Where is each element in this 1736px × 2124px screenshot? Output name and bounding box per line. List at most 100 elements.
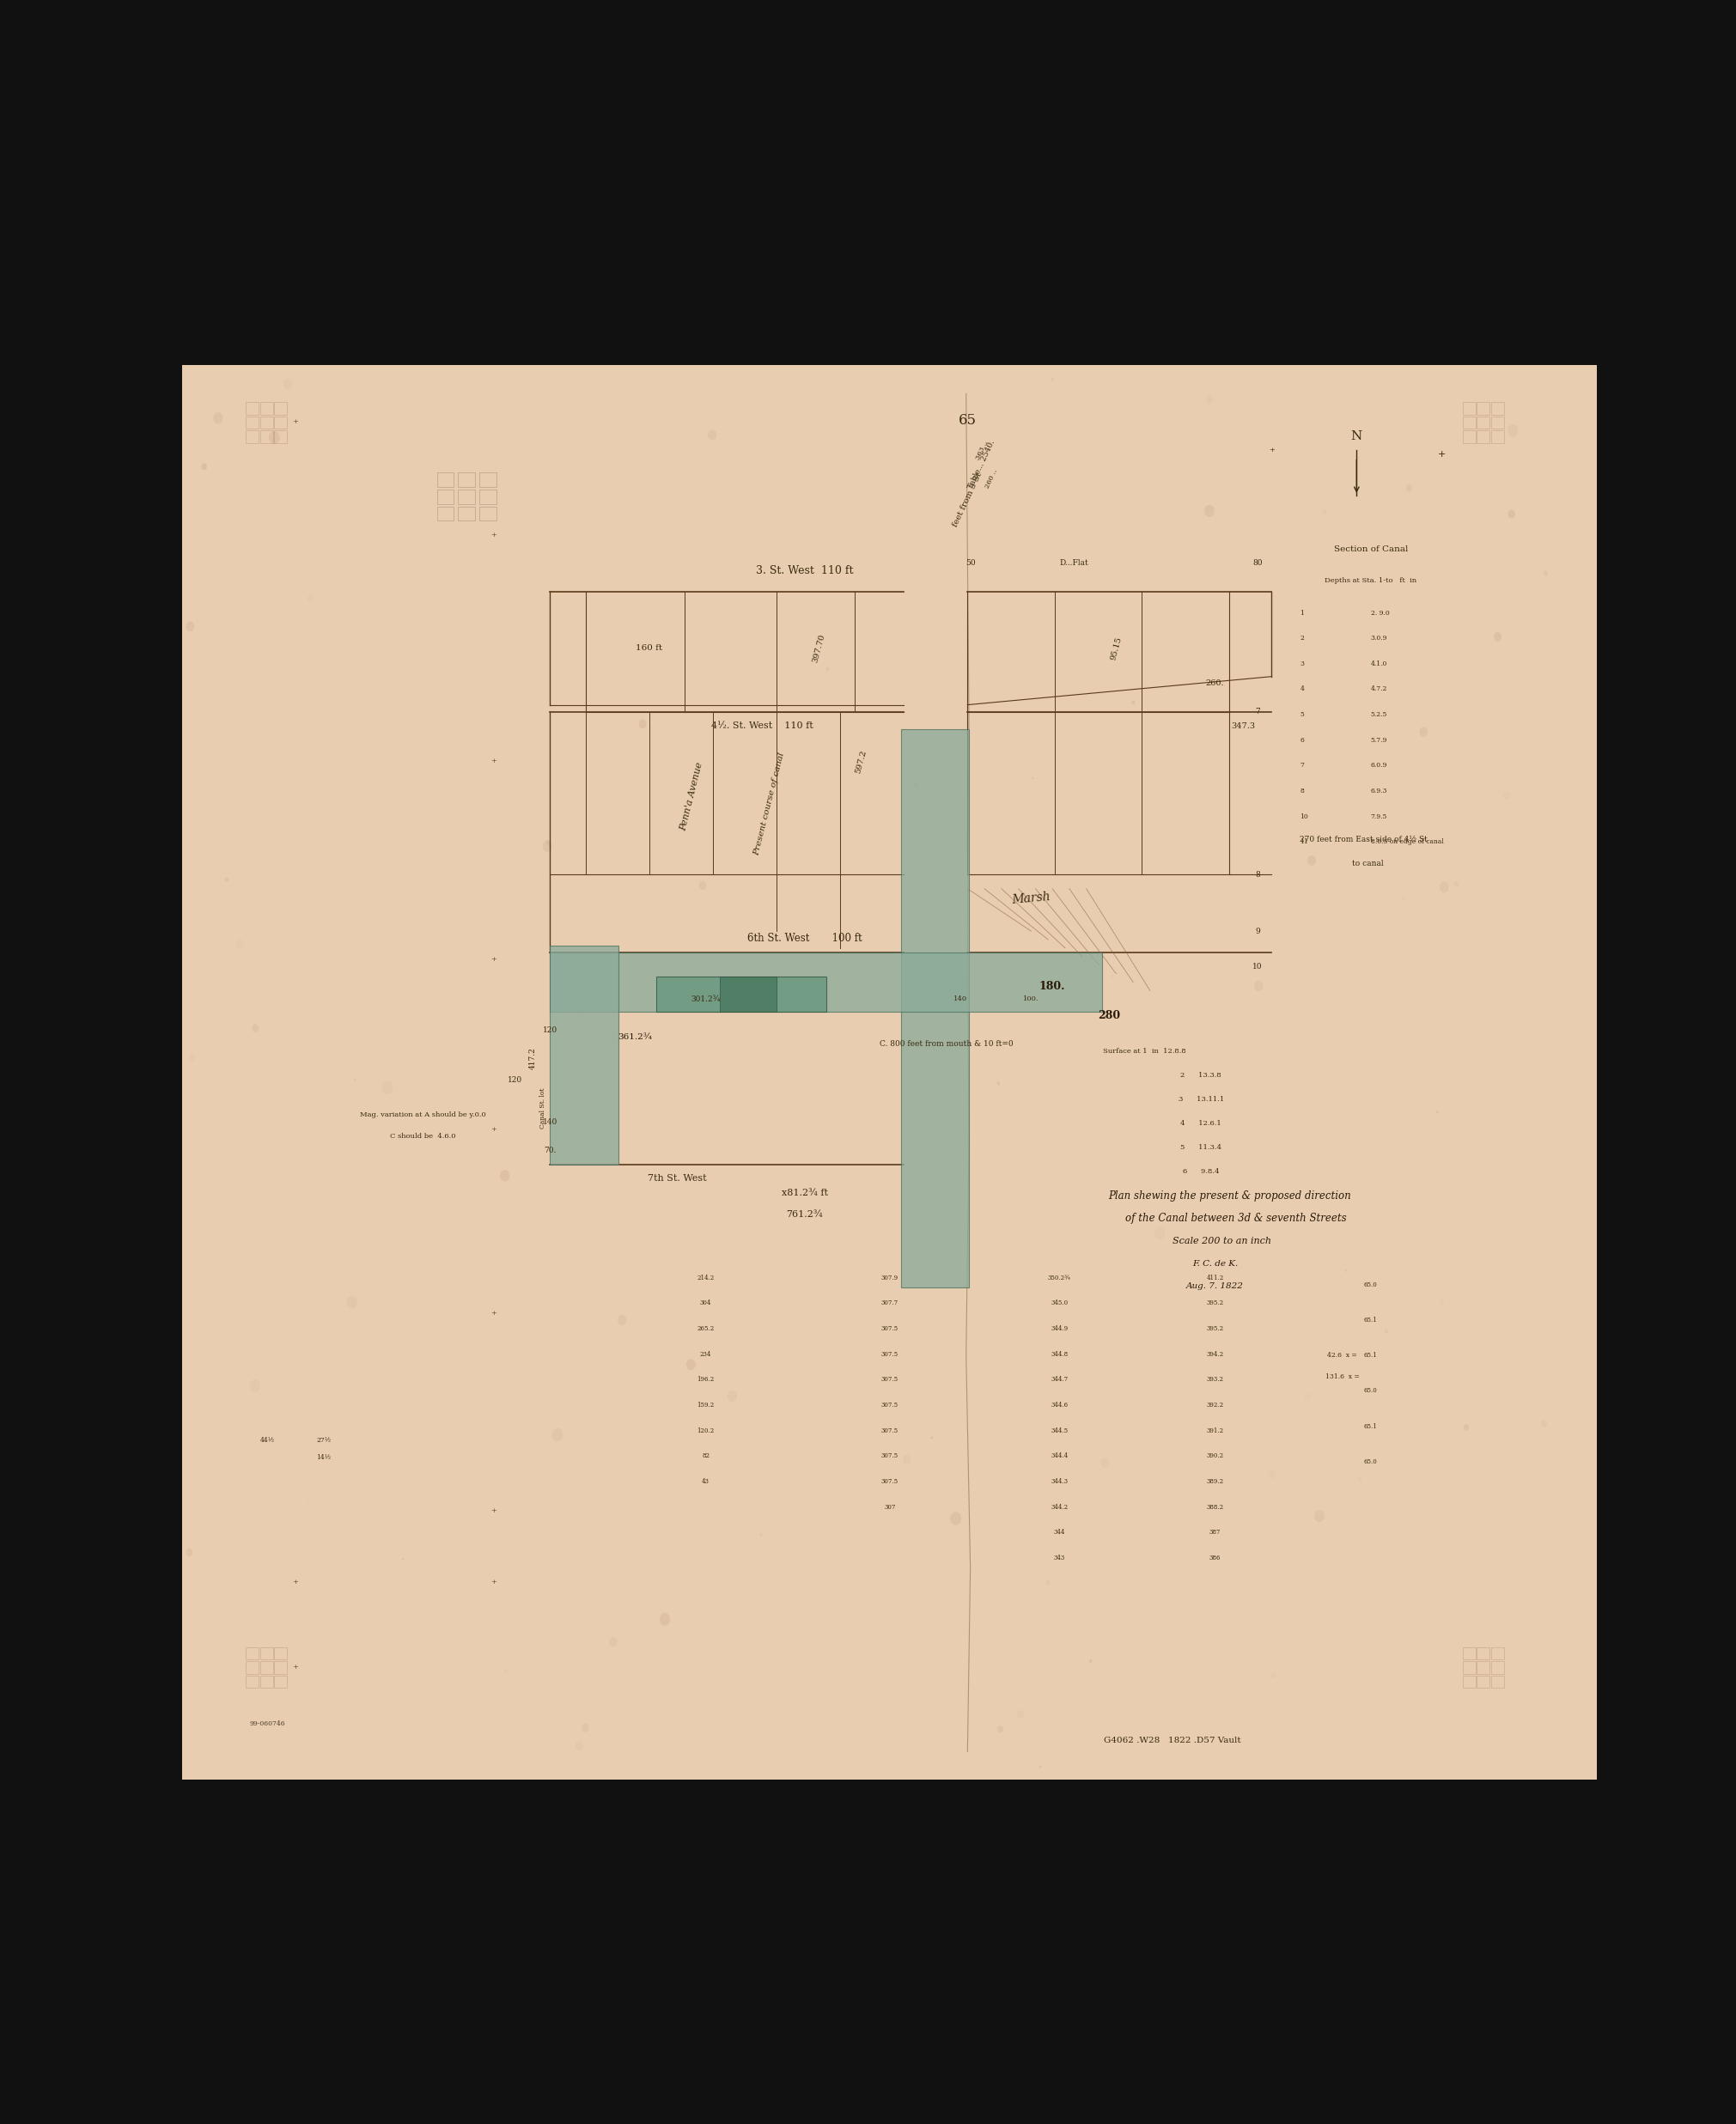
Text: 27½: 27½ (316, 1438, 332, 1444)
Text: Table... 2540.: Table... 2540. (967, 438, 996, 491)
Bar (1477, 1676, 1489, 1689)
Ellipse shape (224, 877, 229, 881)
Bar (274, 1661, 286, 1674)
Text: x81.2¾ ft: x81.2¾ ft (781, 1189, 828, 1198)
Text: 307.5: 307.5 (882, 1376, 898, 1383)
Text: 7.9.5: 7.9.5 (1371, 813, 1387, 820)
Text: 260.: 260. (1207, 680, 1224, 688)
Ellipse shape (214, 412, 222, 425)
Text: Scale 200 to an inch: Scale 200 to an inch (1174, 1236, 1271, 1245)
Text: 2: 2 (1300, 635, 1304, 641)
Text: 386: 386 (1210, 1555, 1220, 1561)
Ellipse shape (1207, 395, 1213, 404)
Text: 307.5: 307.5 (882, 1427, 898, 1434)
Bar (1491, 431, 1503, 444)
Text: 7: 7 (1300, 763, 1304, 769)
Text: 4.7.2: 4.7.2 (1371, 686, 1387, 692)
Bar (1477, 1646, 1489, 1659)
Text: 344.3: 344.3 (1050, 1478, 1068, 1485)
Text: 65.1: 65.1 (1364, 1317, 1377, 1323)
Text: +: + (491, 956, 496, 962)
Ellipse shape (1045, 1580, 1050, 1585)
Text: +: + (491, 531, 496, 539)
Text: 265.2: 265.2 (698, 1325, 715, 1332)
Bar (1477, 1661, 1489, 1674)
Bar (901, 729, 969, 1287)
Text: 100.: 100. (1023, 996, 1040, 1003)
Text: 307.5: 307.5 (882, 1453, 898, 1459)
Text: 8.0.5 on edge of canal: 8.0.5 on edge of canal (1371, 839, 1444, 845)
Text: 280: 280 (1097, 1011, 1120, 1022)
Text: 270 feet from East side of 4½ St: 270 feet from East side of 4½ St (1300, 835, 1427, 843)
Text: D...Flat: D...Flat (1059, 559, 1088, 567)
Bar (1491, 401, 1503, 414)
Text: 214.2: 214.2 (698, 1274, 715, 1281)
Text: 95.15: 95.15 (1109, 635, 1123, 661)
Text: 6      9.8.4: 6 9.8.4 (1182, 1168, 1219, 1175)
Text: 9: 9 (1255, 928, 1260, 935)
Bar (274, 1646, 286, 1659)
Bar (1477, 401, 1489, 414)
Text: +: + (491, 1508, 496, 1514)
Ellipse shape (930, 1436, 932, 1440)
Text: 344.8: 344.8 (1050, 1351, 1068, 1357)
Text: 3. St. West  110 ft: 3. St. West 110 ft (757, 565, 854, 576)
Text: 7th St. West: 7th St. West (648, 1175, 707, 1183)
Text: 301.2¾: 301.2¾ (691, 996, 720, 1003)
Text: 131.6  x =: 131.6 x = (1325, 1374, 1359, 1381)
Text: 307.5: 307.5 (882, 1478, 898, 1485)
Text: Surface at 1  in  12.8.8: Surface at 1 in 12.8.8 (1102, 1047, 1186, 1056)
Text: +: + (491, 758, 496, 765)
Text: 307: 307 (884, 1504, 896, 1510)
Bar (274, 431, 286, 444)
Text: 307.5: 307.5 (882, 1402, 898, 1408)
Bar (479, 508, 496, 520)
Ellipse shape (186, 1548, 193, 1557)
Text: F. C. de K.: F. C. de K. (1193, 1260, 1238, 1268)
Ellipse shape (1307, 856, 1316, 864)
Text: 388.2: 388.2 (1207, 1504, 1224, 1510)
Text: 120.2: 120.2 (698, 1427, 715, 1434)
Bar (1463, 401, 1476, 414)
Text: 304: 304 (700, 1300, 712, 1306)
Ellipse shape (1542, 1421, 1547, 1427)
Text: 65.1: 65.1 (1364, 1353, 1377, 1359)
Text: Marsh: Marsh (1012, 890, 1050, 907)
Ellipse shape (347, 1296, 358, 1308)
Ellipse shape (609, 1638, 618, 1646)
Ellipse shape (1111, 975, 1115, 977)
Text: 395.2: 395.2 (1207, 1325, 1224, 1332)
Text: +: + (491, 1311, 496, 1317)
Ellipse shape (547, 839, 550, 845)
Text: 65.0: 65.0 (1364, 1387, 1377, 1393)
Bar (274, 401, 286, 414)
Text: 50: 50 (965, 559, 976, 567)
Text: 70.: 70. (543, 1147, 556, 1153)
Text: feet from 3 St: feet from 3 St (951, 472, 984, 529)
Text: 140: 140 (543, 1117, 557, 1126)
Text: 10: 10 (1253, 962, 1262, 971)
Text: 65: 65 (958, 414, 977, 427)
Text: 391.2: 391.2 (1207, 1427, 1224, 1434)
Ellipse shape (1420, 726, 1427, 737)
Text: 65.1: 65.1 (1364, 1423, 1377, 1429)
Ellipse shape (618, 1315, 627, 1325)
Bar (260, 431, 273, 444)
Text: 597.2: 597.2 (854, 750, 868, 773)
Text: 411.2: 411.2 (1207, 1274, 1224, 1281)
Text: 43: 43 (701, 1478, 710, 1485)
Text: 350.2¾: 350.2¾ (1049, 1274, 1071, 1281)
Text: +: + (292, 418, 299, 425)
Text: 307.5: 307.5 (882, 1351, 898, 1357)
Bar (437, 508, 453, 520)
Bar (479, 491, 496, 503)
Bar (247, 1646, 259, 1659)
Ellipse shape (578, 1011, 582, 1013)
Text: C. 800 feet from mouth & 10 ft=0: C. 800 feet from mouth & 10 ft=0 (880, 1041, 1014, 1047)
Text: 387: 387 (1210, 1529, 1220, 1536)
Text: Present course of canal: Present course of canal (753, 752, 786, 856)
Text: 14½: 14½ (316, 1455, 332, 1461)
Text: C should be  4.6.0: C should be 4.6.0 (391, 1132, 455, 1141)
Ellipse shape (998, 1725, 1003, 1733)
Ellipse shape (727, 1391, 738, 1402)
